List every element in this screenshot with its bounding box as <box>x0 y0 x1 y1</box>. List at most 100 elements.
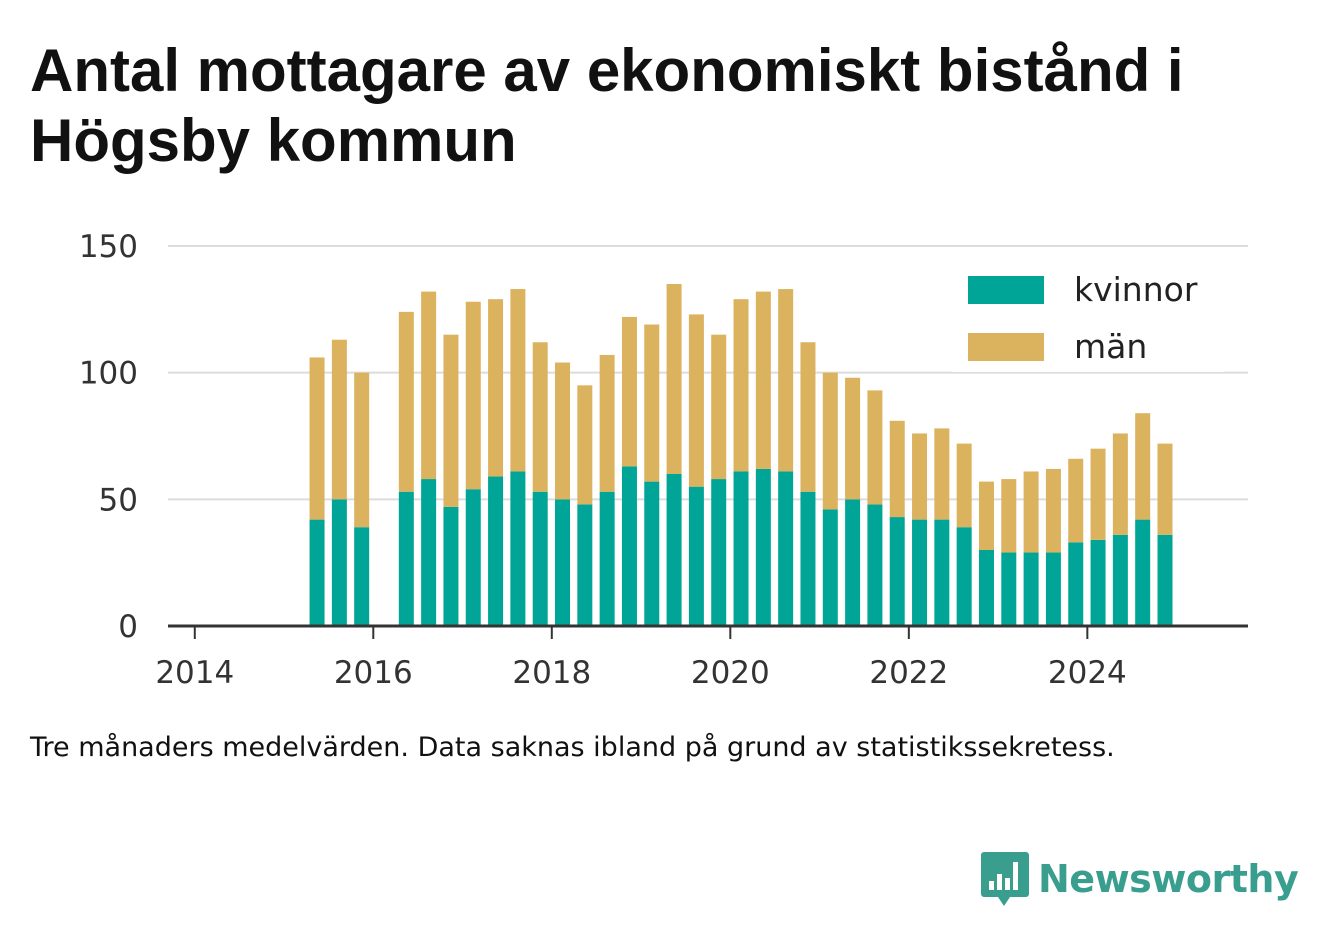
bar-kvinnor <box>912 519 928 626</box>
bar-kvinnor <box>889 517 905 626</box>
bar-man <box>577 385 593 505</box>
bar-kvinnor <box>488 476 504 626</box>
bar-kvinnor <box>621 466 637 626</box>
bar-kvinnor <box>510 471 526 626</box>
y-tick-label: 50 <box>99 482 138 518</box>
bar-kvinnor <box>1135 519 1151 626</box>
bar-man <box>488 299 504 477</box>
bar-kvinnor <box>1112 534 1128 626</box>
bar-kvinnor <box>867 504 883 626</box>
bar-kvinnor <box>1001 552 1017 626</box>
bar-man <box>398 311 414 492</box>
bar-man <box>978 481 994 550</box>
legend-swatch <box>968 276 1044 304</box>
bar-man <box>822 372 838 510</box>
bar-kvinnor <box>644 481 660 626</box>
x-tick-label: 2020 <box>691 655 770 691</box>
bar-man <box>1001 479 1017 553</box>
bar-man <box>889 420 905 518</box>
bar-kvinnor <box>1023 552 1039 626</box>
bars <box>309 284 1173 626</box>
bar-man <box>532 342 548 492</box>
bar-man <box>1157 443 1173 535</box>
bar-kvinnor <box>354 527 370 626</box>
bar-kvinnor <box>755 468 771 626</box>
newsworthy-logo: Newsworthy <box>980 850 1299 908</box>
bar-man <box>599 354 615 492</box>
bar-man <box>956 443 972 528</box>
bar-man <box>733 299 749 472</box>
bar-kvinnor <box>398 491 414 626</box>
bar-man <box>867 390 883 505</box>
bar-kvinnor <box>733 471 749 626</box>
bar-man <box>510 289 526 472</box>
y-tick-label: 100 <box>79 356 138 392</box>
bar-kvinnor <box>309 519 325 626</box>
legend-label: män <box>1074 327 1147 366</box>
bar-kvinnor <box>555 499 571 626</box>
bar-kvinnor <box>1157 534 1173 626</box>
bar-man <box>1112 433 1128 535</box>
bar-man <box>800 342 816 492</box>
bar-chart: 0 50 100 150 2014 2016 2018 2020 2022 2024 kvinno… <box>79 229 1248 691</box>
bar-kvinnor <box>1090 539 1106 626</box>
bar-man <box>666 284 682 474</box>
bar-kvinnor <box>577 504 593 626</box>
axes: 0 50 100 150 2014 2016 2018 2020 2022 2024 <box>79 229 1248 691</box>
legend-label: kvinnor <box>1074 270 1198 309</box>
bar-kvinnor <box>800 491 816 626</box>
bar-man <box>331 339 347 500</box>
bar-man <box>1023 471 1039 553</box>
bar-kvinnor <box>956 527 972 626</box>
bar-man <box>443 334 459 507</box>
bar-kvinnor <box>822 509 838 626</box>
bar-man <box>1135 413 1151 520</box>
bar-man <box>912 433 928 520</box>
chart-title: Antal mottagare av ekonomiskt bistånd i … <box>30 37 1184 174</box>
bar-kvinnor <box>934 519 950 626</box>
bar-kvinnor <box>421 479 437 626</box>
bar-kvinnor <box>845 499 861 626</box>
legend: kvinnor män <box>952 262 1224 372</box>
bar-man <box>465 301 481 490</box>
bar-kvinnor <box>778 471 794 626</box>
bar-kvinnor <box>465 489 481 626</box>
bar-man <box>934 428 950 520</box>
bar-kvinnor <box>978 550 994 626</box>
bar-kvinnor <box>1045 552 1061 626</box>
bar-man <box>354 372 370 528</box>
x-tick-label: 2024 <box>1048 655 1127 691</box>
bar-man <box>778 289 794 472</box>
bar-kvinnor <box>688 486 704 626</box>
bar-man <box>555 362 571 500</box>
bar-man <box>1045 468 1061 553</box>
bar-man <box>755 291 771 469</box>
bar-kvinnor <box>443 506 459 626</box>
y-tick-label: 150 <box>79 229 138 265</box>
bar-man <box>845 377 861 500</box>
footnote: Tre månaders medelvärden. Data saknas ib… <box>30 732 1115 763</box>
x-tick-label: 2014 <box>155 655 234 691</box>
bar-man <box>421 291 437 480</box>
legend-swatch <box>968 333 1044 361</box>
bar-kvinnor <box>711 479 727 626</box>
x-tick-label: 2018 <box>512 655 591 691</box>
bar-chart-icon <box>981 852 1029 906</box>
bar-man <box>711 334 727 480</box>
bar-kvinnor <box>599 491 615 626</box>
brand-name: Newsworthy <box>1038 857 1299 901</box>
bar-man <box>1090 448 1106 540</box>
x-tick-label: 2022 <box>869 655 948 691</box>
y-tick-label: 0 <box>118 609 138 645</box>
bar-man <box>1068 458 1084 543</box>
bar-man <box>309 357 325 520</box>
x-tick-label: 2016 <box>334 655 413 691</box>
bar-kvinnor <box>532 491 548 626</box>
bar-kvinnor <box>331 499 347 626</box>
bar-man <box>644 324 660 482</box>
grid-lines <box>168 245 1248 501</box>
bar-man <box>688 314 704 487</box>
bar-kvinnor <box>1068 542 1084 626</box>
bar-man <box>621 316 637 467</box>
bar-kvinnor <box>666 474 682 626</box>
